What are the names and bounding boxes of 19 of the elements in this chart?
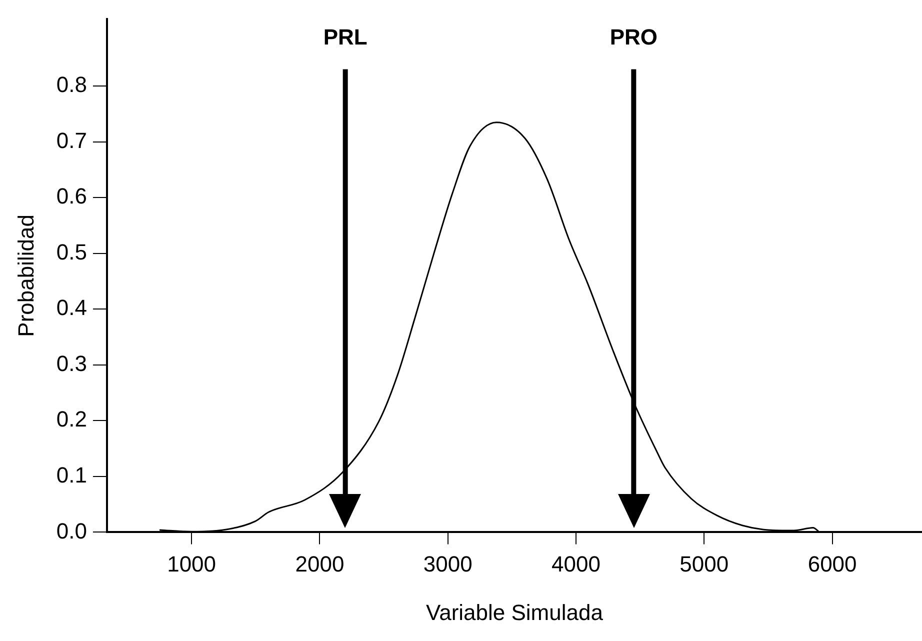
ref-line-label: PRL: [323, 24, 368, 50]
y-tick-label: 0.5: [56, 239, 87, 264]
ref-line-label: PRO: [610, 24, 658, 50]
x-tick-label: 4000: [552, 551, 600, 576]
x-tick-label: 2000: [295, 551, 344, 576]
x-tick-label: 1000: [167, 551, 216, 576]
x-tick-label: 3000: [423, 551, 472, 576]
x-axis-title: Variable Simulada: [426, 600, 604, 625]
y-tick-label: 0.0: [56, 518, 87, 544]
y-tick-label: 0.1: [56, 462, 87, 488]
y-tick-label: 0.8: [56, 72, 87, 98]
x-tick-label: 5000: [680, 551, 729, 576]
y-axis-title: Probabilidad: [13, 214, 38, 337]
y-tick-label: 0.6: [56, 184, 87, 209]
y-tick-label: 0.7: [56, 128, 87, 153]
y-tick-label: 0.2: [56, 406, 87, 432]
x-tick-label: 6000: [808, 551, 857, 576]
y-tick-label: 0.3: [56, 350, 87, 376]
y-tick-label: 0.4: [56, 295, 87, 320]
